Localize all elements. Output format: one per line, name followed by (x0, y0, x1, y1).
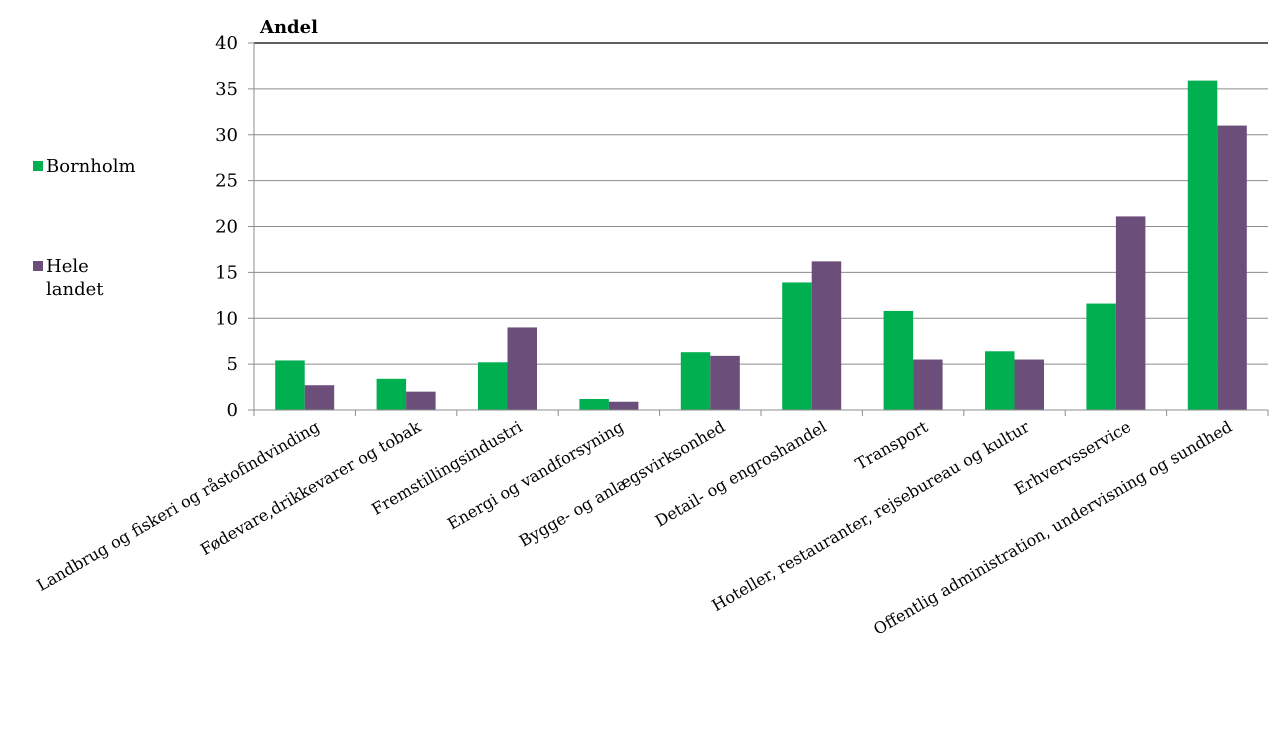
axes (248, 42, 1269, 416)
bar-hele-landet (608, 401, 639, 410)
bar-hele-landet (1014, 359, 1044, 410)
category-label: Detail- og engroshandel (652, 417, 830, 531)
bar-bornholm (376, 378, 407, 410)
category-label: Bygge- og anlægsvirksonhed (516, 417, 728, 551)
y-axis-label: Andel (259, 17, 318, 38)
bar-hele-landet (406, 391, 436, 410)
y-tick-label: 5 (227, 354, 238, 375)
category-label: Energi og vandforsyning (444, 417, 627, 533)
bar-hele-landet (304, 385, 335, 410)
bar-hele-landet (710, 355, 740, 410)
legend-label: landet (46, 279, 104, 300)
y-tick-label: 0 (227, 400, 238, 421)
y-tick-label: 40 (215, 33, 238, 54)
legend-swatch (33, 161, 43, 171)
y-tick-label: 30 (215, 125, 238, 146)
y-tick-label: 15 (215, 262, 238, 283)
legend-swatch (33, 261, 43, 271)
bar-hele-landet (1115, 216, 1146, 410)
bar-hele-landet (507, 327, 537, 410)
bar-bornholm (985, 351, 1015, 410)
bar-bornholm (579, 398, 609, 410)
bars (275, 80, 1247, 411)
category-label: Offentlig administration, undervisning o… (870, 417, 1235, 639)
bar-bornholm (275, 360, 305, 410)
legend-label: Hele (46, 256, 89, 277)
bar-bornholm (782, 282, 812, 410)
y-tick-label: 10 (215, 308, 238, 329)
bar-bornholm (680, 352, 711, 410)
bar-bornholm (478, 362, 508, 410)
category-label: Transport (852, 417, 932, 474)
y-tick-label: 35 (215, 79, 238, 100)
y-tick-label: 20 (215, 217, 238, 238)
bar-hele-landet (811, 261, 842, 410)
category-labels: Landbrug og fiskeri og råstofindvindingF… (33, 417, 1235, 639)
gridlines (254, 42, 1268, 365)
bar-bornholm (1187, 80, 1218, 411)
y-tick-label: 25 (215, 171, 238, 192)
bar-bornholm (883, 310, 914, 410)
bar-hele-landet (1217, 125, 1247, 410)
legend-label: Bornholm (46, 156, 136, 177)
bar-hele-landet (913, 359, 943, 410)
y-tick-labels: 0 5 10 15 20 25 30 35 40 (215, 33, 238, 421)
bar-bornholm (1086, 303, 1116, 410)
